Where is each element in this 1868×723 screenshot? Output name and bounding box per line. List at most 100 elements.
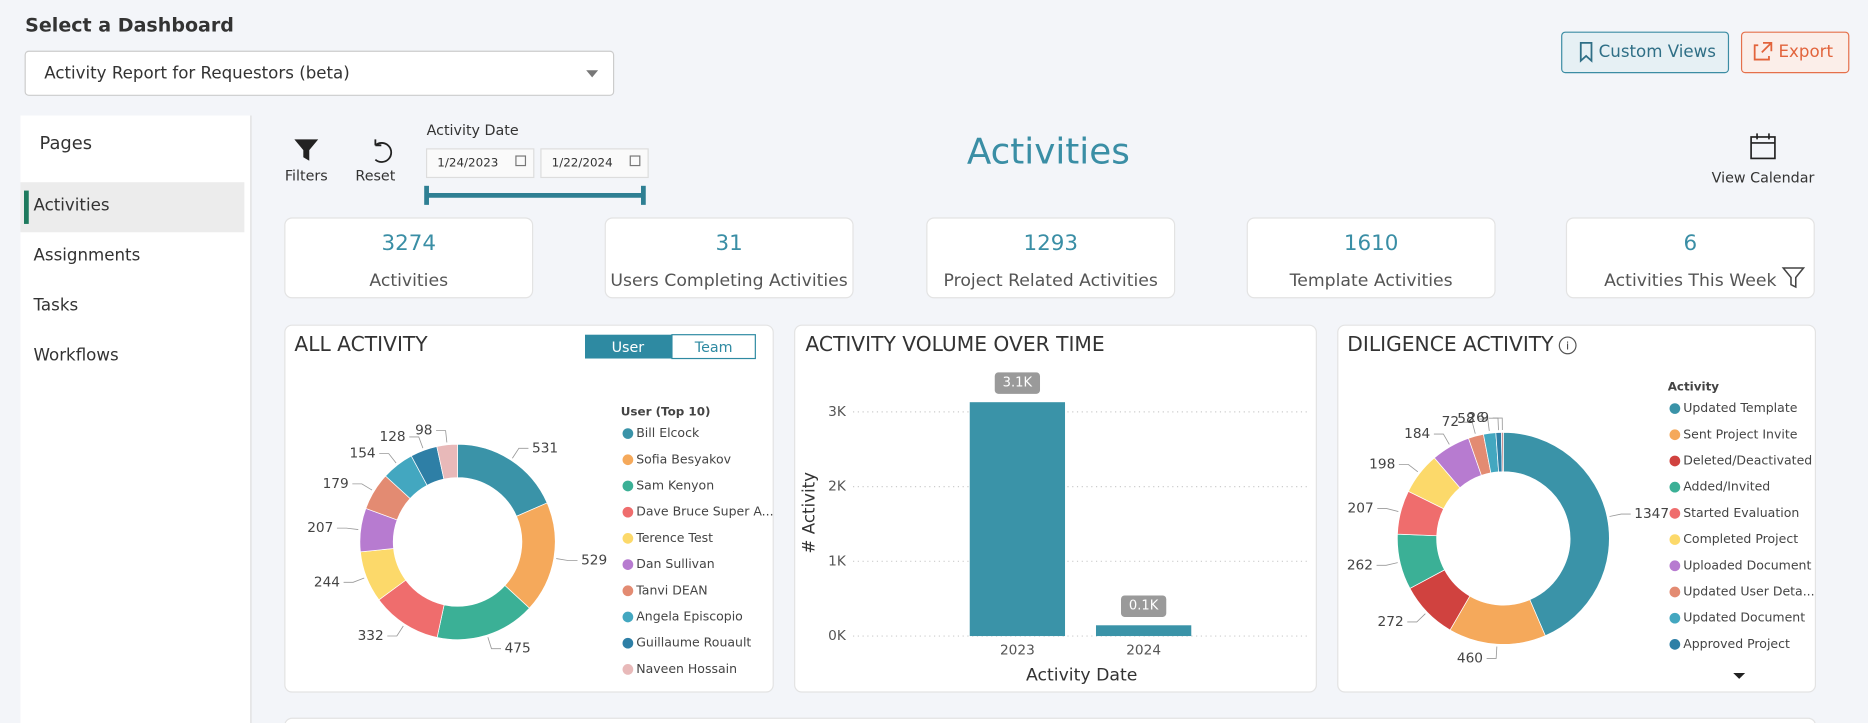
data-label: 207 xyxy=(1348,501,1374,517)
custom-views-label: Custom Views xyxy=(1599,42,1716,61)
filters-label: Filters xyxy=(285,168,328,184)
x-tick-label: 2024 xyxy=(1126,642,1161,658)
legend-swatch xyxy=(622,637,634,649)
start-date: 1/24/2023 xyxy=(437,156,498,170)
legend-swatch xyxy=(1669,586,1681,598)
legend-label: Deleted/Deactivated xyxy=(1683,452,1812,467)
legend-swatch xyxy=(622,533,634,544)
legend-label: Sent Project Invite xyxy=(1683,426,1798,441)
sidebar-item[interactable]: Activities xyxy=(34,196,110,215)
leader-line xyxy=(1433,433,1450,445)
sidebar-item[interactable]: Assignments xyxy=(34,246,141,265)
legend-label: Completed Project xyxy=(1683,531,1798,546)
panel-title: ACTIVITY VOLUME OVER TIME xyxy=(805,332,1104,356)
data-label: 1347 xyxy=(1634,506,1669,522)
kpi-filter-icon[interactable] xyxy=(1781,267,1806,289)
donut-slice xyxy=(1502,432,1610,637)
kpi-card xyxy=(926,217,1176,299)
toggle-team[interactable] xyxy=(671,334,756,360)
value-label: 0.1K xyxy=(1129,599,1159,614)
leader-line xyxy=(336,527,359,530)
bottom-panel xyxy=(284,717,1816,723)
custom-views-button[interactable] xyxy=(1561,31,1730,74)
legend-label: Naveen Hossain xyxy=(636,661,737,676)
kpi-card xyxy=(604,217,854,299)
leader-line xyxy=(487,637,502,650)
active-page-bar xyxy=(23,190,29,224)
filter-icon[interactable] xyxy=(294,139,319,161)
legend-swatch xyxy=(1669,639,1681,650)
export-icon xyxy=(1753,41,1773,61)
reset-icon[interactable] xyxy=(374,139,393,163)
info-icon[interactable] xyxy=(1558,336,1577,355)
leader-line xyxy=(343,577,365,583)
legend-label: Guillaume Rouault xyxy=(636,635,751,650)
legend-swatch xyxy=(1669,534,1681,545)
legend-label: Tanvi DEAN xyxy=(635,582,707,597)
kpi-value: 6 xyxy=(1684,231,1698,256)
leader-line xyxy=(1492,417,1503,430)
kpi-card xyxy=(1246,217,1496,299)
y-tick-label: 0K xyxy=(828,628,847,644)
legend-label: Bill Elcock xyxy=(636,425,700,440)
data-label: 98 xyxy=(415,423,432,439)
legend-label: Approved Project xyxy=(1683,636,1790,651)
bookmark-icon xyxy=(1579,41,1593,63)
dashboard-select[interactable] xyxy=(24,50,615,96)
data-label: 332 xyxy=(358,628,384,644)
legend-scroll[interactable] xyxy=(1733,672,1746,679)
legend-label: Dan Sullivan xyxy=(636,556,714,571)
sidebar-title: Pages xyxy=(39,133,92,154)
header-title: Select a Dashboard xyxy=(25,15,234,37)
legend-swatch xyxy=(1669,455,1681,467)
toggle-label: Team xyxy=(694,340,733,356)
date-icon xyxy=(515,155,527,167)
slider-thumb[interactable] xyxy=(424,185,429,205)
data-label: 9 xyxy=(1480,410,1489,426)
kpi-label: Activities xyxy=(369,271,448,291)
sidebar-item[interactable]: Tasks xyxy=(33,296,79,315)
data-label: 475 xyxy=(505,641,531,657)
leader-line xyxy=(387,625,404,637)
leader-line xyxy=(1609,513,1631,517)
donut-slice xyxy=(436,443,458,480)
kpi-value: 31 xyxy=(715,231,742,256)
legend-swatch xyxy=(622,664,634,675)
end-date: 1/22/2024 xyxy=(552,156,613,170)
kpi-value: 1293 xyxy=(1023,231,1078,256)
leader-line xyxy=(512,447,529,459)
legend-title: User (Top 10) xyxy=(621,405,711,419)
data-label: 179 xyxy=(323,476,349,492)
leader-line xyxy=(436,430,448,443)
legend-label: Dave Bruce Super A... xyxy=(636,504,773,519)
legend-swatch xyxy=(1669,508,1681,519)
data-label: 72 xyxy=(1442,414,1459,430)
data-label: 531 xyxy=(532,440,558,456)
legend-swatch xyxy=(622,559,634,570)
kpi-label: Project Related Activities xyxy=(944,271,1158,291)
data-label: 272 xyxy=(1378,614,1404,630)
data-label: 460 xyxy=(1457,650,1483,666)
legend-label: Updated User Deta... xyxy=(1683,583,1814,598)
leader-line xyxy=(1398,464,1419,473)
leader-line xyxy=(379,453,397,464)
legend-label: Updated Document xyxy=(1683,610,1805,625)
y-tick-label: 3K xyxy=(828,404,847,420)
data-label: 262 xyxy=(1347,557,1373,573)
calendar-icon[interactable] xyxy=(1750,133,1776,160)
slider-thumb[interactable] xyxy=(640,185,646,205)
data-label: 128 xyxy=(380,429,406,445)
sidebar-item[interactable]: Workflows xyxy=(34,346,119,365)
dashboard-name: Activity Report for Requestors (beta) xyxy=(44,63,350,82)
kpi-label: Users Completing Activities xyxy=(610,271,847,291)
data-label: 529 xyxy=(581,553,607,569)
leader-line xyxy=(1377,508,1399,512)
data-label: 207 xyxy=(307,520,333,536)
legend-swatch xyxy=(1669,612,1681,624)
kpi-label: Template Activities xyxy=(1289,271,1453,291)
toggle-user[interactable] xyxy=(585,334,672,359)
calendar-label: View Calendar xyxy=(1712,171,1815,187)
kpi-label: Activities This Week xyxy=(1604,271,1776,291)
active-page-bg xyxy=(20,182,245,233)
kpi-value: 1610 xyxy=(1344,231,1399,256)
